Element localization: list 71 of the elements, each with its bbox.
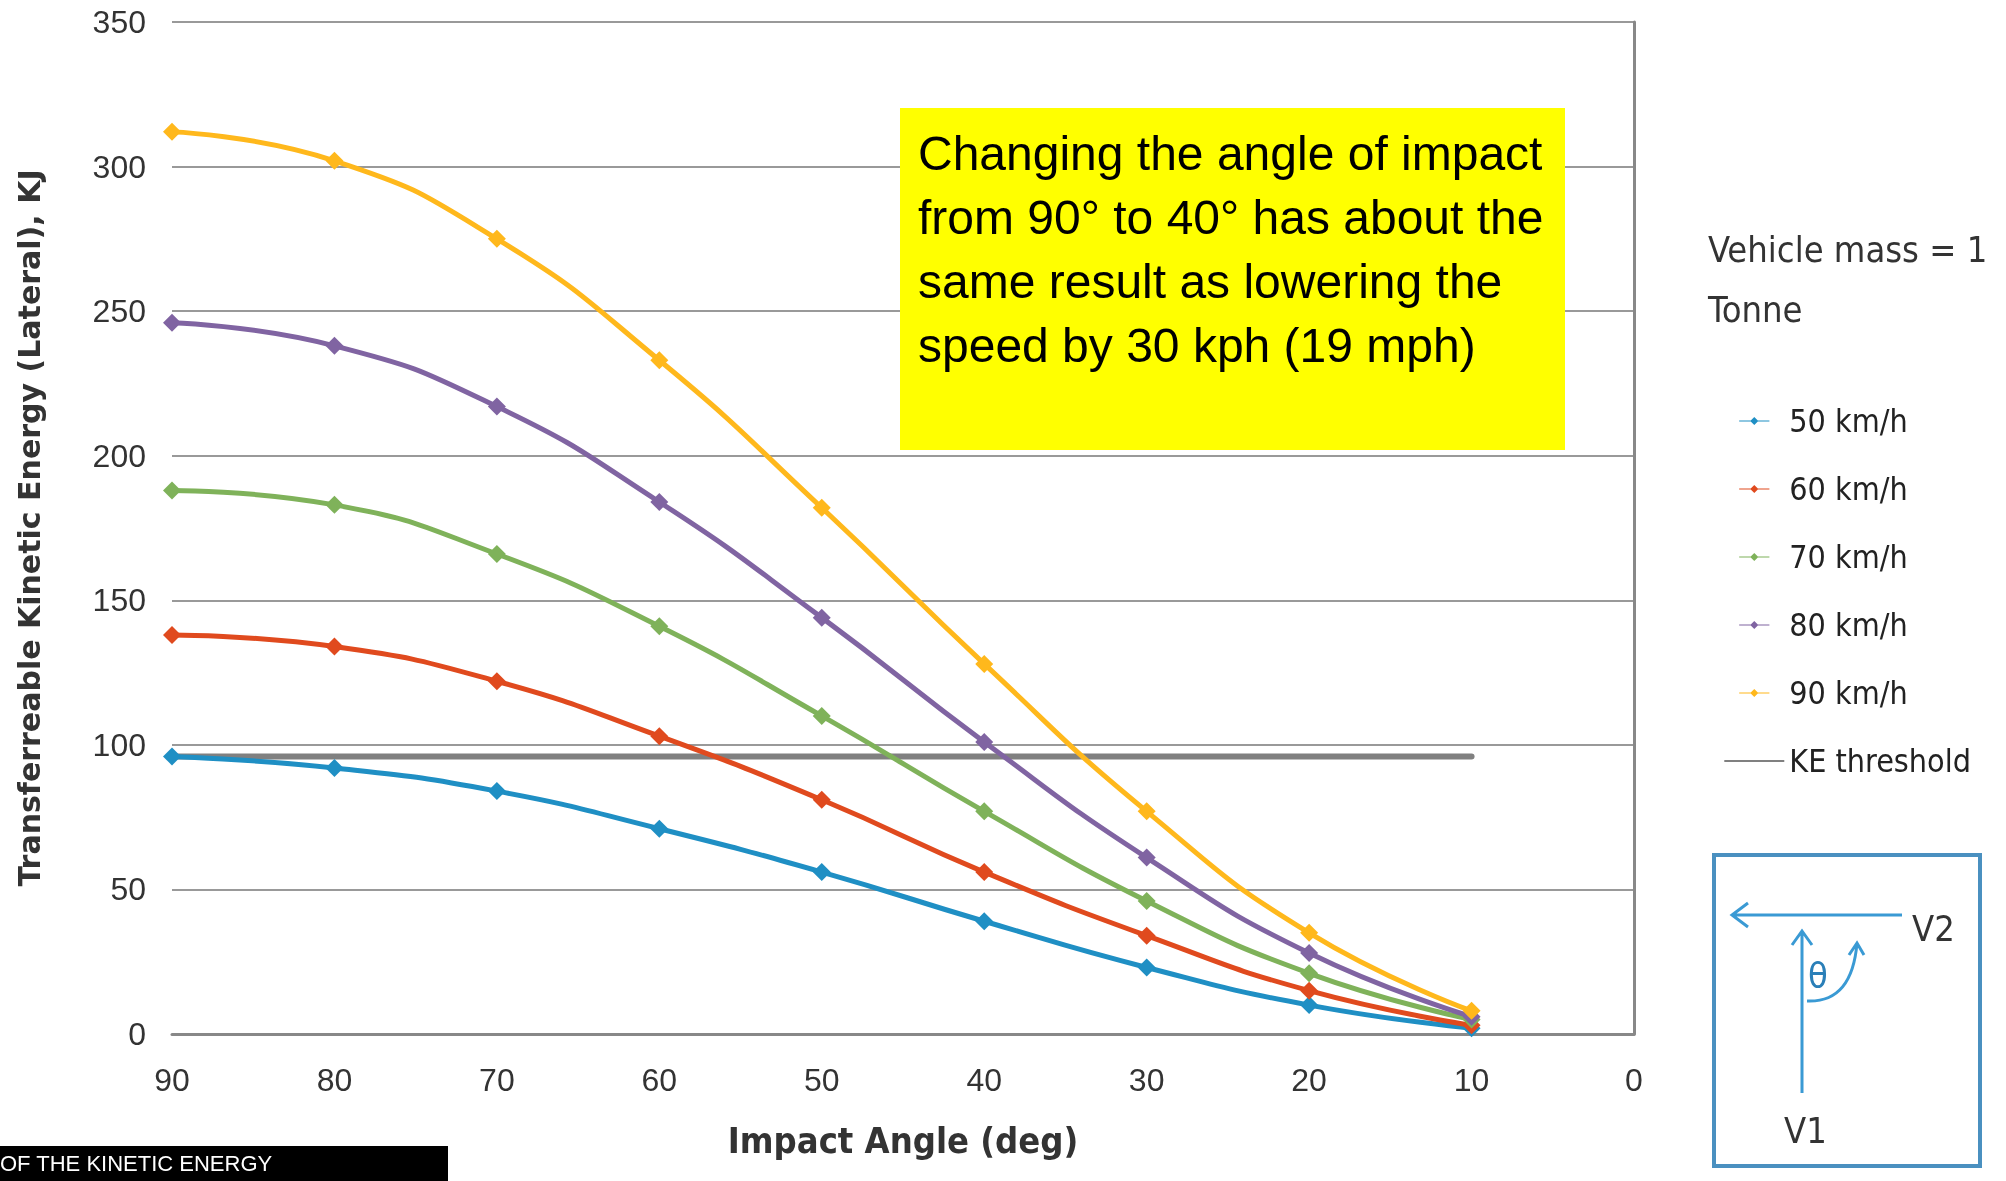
annotation: Changing the angle of impact from 90° to 40° has about the same result as lowering the speed by 30 kph (19 mph) bbox=[900, 108, 1565, 450]
x-tick-label: 10 bbox=[1453, 1062, 1490, 1098]
point bbox=[325, 758, 344, 777]
point bbox=[1137, 891, 1156, 910]
point bbox=[163, 313, 181, 332]
point bbox=[650, 819, 669, 838]
point bbox=[1300, 996, 1319, 1015]
point bbox=[487, 782, 506, 801]
point bbox=[650, 617, 669, 636]
x-tick-label: 50 bbox=[803, 1062, 840, 1098]
point bbox=[1300, 923, 1319, 942]
point bbox=[1137, 802, 1156, 821]
point bbox=[325, 637, 344, 656]
point bbox=[650, 492, 669, 511]
y-tick-label: 250 bbox=[92, 293, 146, 330]
point bbox=[975, 654, 994, 673]
text: OF THE KINETIC ENERGY bbox=[0, 1146, 448, 1181]
point bbox=[1462, 1001, 1481, 1020]
point bbox=[1300, 964, 1319, 983]
point bbox=[812, 706, 831, 725]
x-tick-label: 20 bbox=[1291, 1062, 1327, 1098]
point bbox=[163, 122, 181, 141]
point bbox=[325, 151, 344, 170]
legend-label: 80 km/h bbox=[1789, 606, 1908, 644]
x-tick-label: 70 bbox=[479, 1062, 515, 1098]
point bbox=[325, 336, 344, 355]
point bbox=[1137, 958, 1156, 977]
point bbox=[487, 545, 506, 564]
y-axis-title: Transferreable Kinetic Energy (Lateral), KJ bbox=[11, 169, 47, 887]
point bbox=[1137, 848, 1156, 867]
point bbox=[1137, 926, 1156, 945]
x-tick-label: 60 bbox=[641, 1062, 678, 1098]
point bbox=[487, 229, 506, 248]
point bbox=[163, 481, 181, 500]
legend-label: 90 km/h bbox=[1789, 674, 1908, 712]
y-tick-label: 50 bbox=[110, 871, 146, 908]
legend-label: 60 km/h bbox=[1789, 470, 1908, 508]
y-tick-label: 150 bbox=[92, 582, 146, 619]
x-tick-label: 90 bbox=[154, 1062, 190, 1098]
legend-label: KE threshold bbox=[1789, 742, 1971, 780]
point bbox=[1300, 944, 1319, 963]
x-tick-label: 40 bbox=[966, 1062, 1003, 1098]
point bbox=[650, 351, 669, 370]
point bbox=[325, 495, 344, 514]
point bbox=[812, 498, 831, 517]
x-tick-label: 30 bbox=[1128, 1062, 1165, 1098]
point bbox=[975, 863, 994, 882]
legend-title: Vehicle mass = 1 Tonne bbox=[1708, 228, 1989, 332]
y-tick-label: 300 bbox=[92, 148, 146, 185]
y-tick-label: 200 bbox=[92, 437, 146, 474]
point bbox=[812, 790, 831, 809]
legend-label: 50 km/h bbox=[1789, 402, 1908, 440]
legend-label: 70 km/h bbox=[1789, 538, 1908, 576]
point bbox=[487, 397, 506, 416]
x-tick-label: 0 bbox=[1625, 1062, 1643, 1098]
point bbox=[975, 802, 994, 821]
point bbox=[812, 608, 831, 627]
y-tick-label: 0 bbox=[128, 1016, 146, 1052]
point bbox=[650, 727, 669, 746]
point bbox=[487, 672, 506, 691]
point bbox=[1300, 981, 1319, 1000]
angle-diagram: V2 θ V1 bbox=[1712, 853, 1982, 1168]
point bbox=[975, 912, 994, 931]
point bbox=[812, 863, 831, 882]
x-axis-title: Impact Angle (deg) bbox=[727, 1119, 1079, 1161]
point bbox=[163, 747, 181, 766]
y-tick-label: 100 bbox=[92, 726, 146, 763]
x-tick-label: 80 bbox=[316, 1062, 353, 1098]
y-tick-label: 350 bbox=[92, 4, 146, 40]
point bbox=[163, 625, 181, 644]
point bbox=[975, 732, 994, 751]
